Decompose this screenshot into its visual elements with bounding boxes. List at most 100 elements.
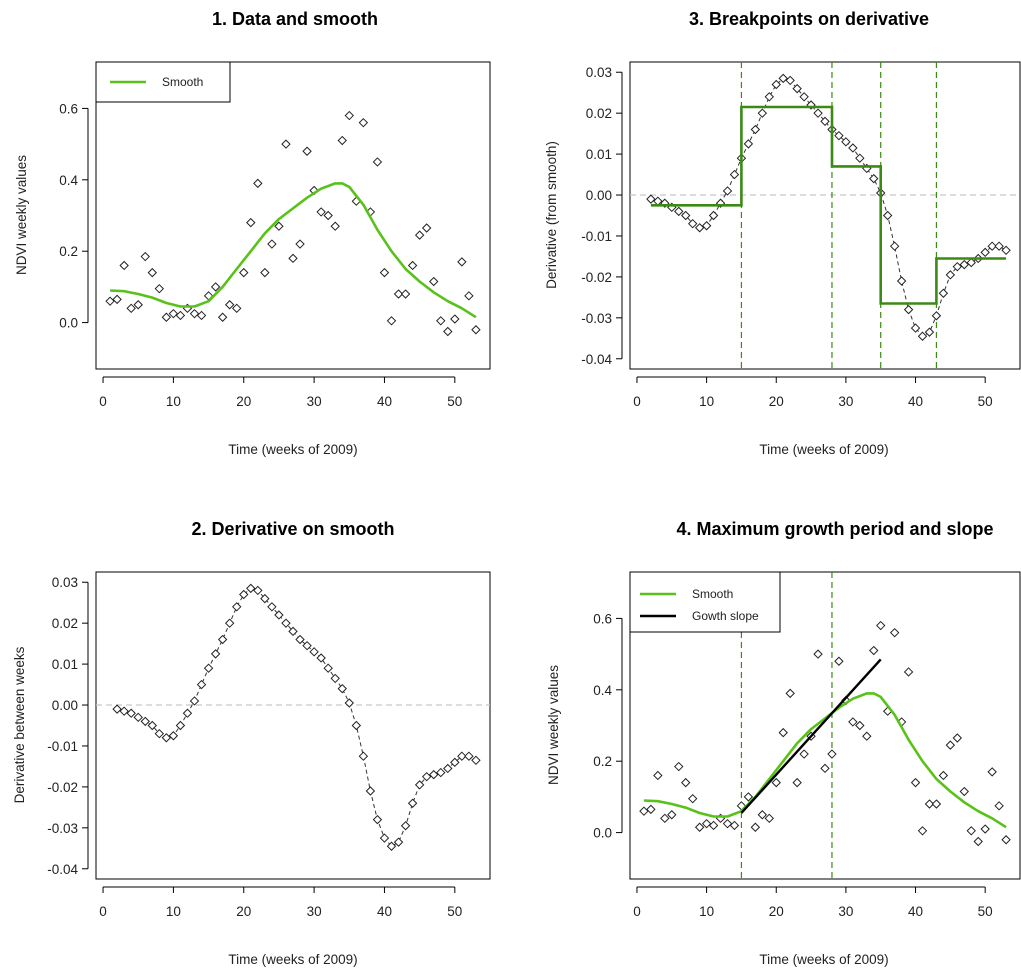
data-point: [393, 289, 404, 299]
data-point: [281, 139, 291, 149]
data-point: [246, 217, 256, 228]
x-axis: 0 10 20 30 40 50: [633, 886, 993, 919]
data-point: [161, 312, 172, 322]
data-point: [834, 656, 844, 666]
x-tick-label: 0: [99, 904, 107, 919]
legend: Smooth Gowth slope: [629, 571, 781, 633]
x-axis-label: Time (weeks of 2009): [228, 442, 357, 457]
data-point: [323, 210, 333, 221]
data-point: [407, 798, 418, 808]
data-point: [764, 92, 774, 102]
data-point: [175, 720, 186, 731]
data-point: [302, 640, 312, 651]
y-tick-label: 0.2: [593, 754, 612, 769]
segment-step-line: [650, 105, 1007, 305]
x-tick-label: 50: [447, 394, 462, 409]
data-point: [820, 116, 830, 127]
data-point: [393, 837, 404, 847]
y-tick-label: 0.0: [59, 316, 78, 331]
data-point: [344, 698, 354, 708]
data-point: [980, 824, 990, 834]
x-tick-label: 0: [99, 394, 107, 409]
data-point: [457, 257, 467, 267]
x-axis: 0 10 20 30 40 50: [633, 376, 993, 409]
data-point: [792, 777, 802, 788]
data-point: [224, 618, 235, 628]
y-tick-label: -0.02: [581, 270, 612, 285]
data-point: [785, 75, 795, 86]
data-point: [708, 820, 719, 831]
data-point: [182, 708, 193, 718]
plot-area: [96, 583, 490, 851]
data-point: [464, 751, 474, 761]
data-point: [281, 618, 291, 628]
data-point: [820, 763, 830, 774]
data-point: [274, 610, 284, 620]
data-point: [351, 720, 362, 731]
data-point: [994, 241, 1004, 251]
data-point: [337, 135, 347, 146]
data-point: [701, 818, 712, 829]
data-point: [1001, 245, 1011, 256]
data-point: [869, 173, 879, 184]
plot-frame: [629, 571, 1021, 880]
data-point: [743, 139, 754, 149]
data-point: [917, 826, 928, 836]
data-point: [952, 733, 963, 743]
data-point: [429, 276, 439, 287]
y-axis: 0.0 0.2 0.4 0.6: [59, 101, 89, 331]
data-point: [687, 218, 698, 229]
data-point: [771, 79, 781, 90]
data-point: [987, 241, 997, 251]
panel-title: 4. Maximum growth period and slope: [676, 519, 993, 539]
data-point: [924, 327, 935, 337]
data-point: [309, 647, 319, 657]
x-tick-label: 10: [166, 904, 181, 919]
data-point: [457, 751, 467, 761]
x-tick-label: 40: [908, 904, 923, 919]
y-axis-label: NDVI weekly values: [546, 665, 561, 785]
y-tick-label: -0.03: [581, 311, 612, 326]
data-point: [232, 303, 242, 314]
data-point: [407, 260, 418, 271]
data-point: [224, 300, 235, 310]
data-point: [400, 821, 411, 831]
data-point: [450, 757, 460, 768]
y-tick-label: 0.4: [59, 173, 78, 188]
y-axis: 0.0 0.2 0.4 0.6: [593, 611, 623, 841]
data-point: [443, 326, 453, 337]
data-point: [848, 143, 858, 153]
data-point: [799, 749, 809, 759]
data-point: [189, 308, 200, 319]
data-point: [414, 780, 425, 790]
data-point: [959, 259, 969, 270]
data-point: [729, 820, 740, 831]
data-point: [232, 602, 242, 612]
data-point: [274, 221, 284, 231]
data-point: [154, 728, 165, 739]
data-point: [862, 731, 872, 741]
data-point: [701, 221, 712, 231]
data-point: [980, 247, 990, 258]
legend-label-smooth: Smooth: [692, 587, 733, 601]
data-point: [722, 818, 733, 829]
data-point: [945, 740, 956, 750]
y-tick-label: 0.4: [593, 683, 612, 698]
data-point: [429, 769, 439, 780]
data-point: [267, 602, 277, 612]
data-point: [267, 239, 277, 249]
data-point: [217, 634, 228, 645]
data-point: [337, 683, 347, 694]
panel-data-and-smooth: 1. Data and smooth 0 10 20 30 40 50 0.0 0.2 0.4…: [14, 9, 491, 457]
data-point: [889, 241, 900, 251]
data-point: [344, 110, 354, 121]
data-point: [987, 767, 997, 777]
data-point: [379, 267, 390, 278]
data-point: [855, 720, 865, 731]
data-point: [931, 799, 942, 809]
plot-area: [639, 572, 1011, 879]
data-point: [147, 720, 157, 731]
y-axis-label: NDVI weekly values: [14, 155, 29, 275]
legend-label-smooth: Smooth: [162, 75, 203, 89]
